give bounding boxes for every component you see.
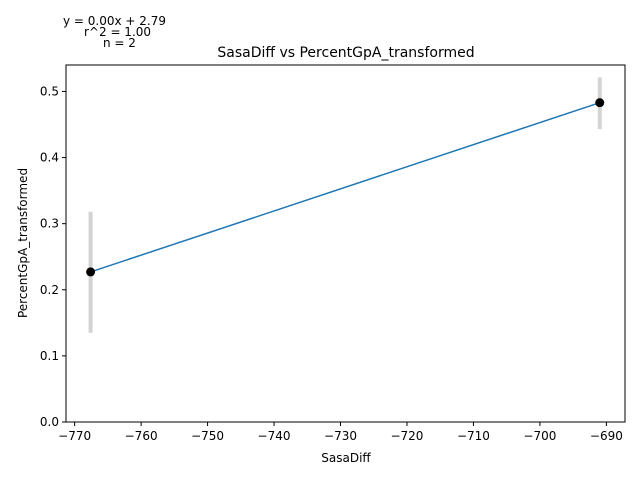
y-tick-label: 0.0 [40, 415, 59, 429]
fit-equation: y = 0.00x + 2.79 [63, 14, 166, 28]
y-axis: 0.0 0.1 0.2 0.3 0.4 0.5 [40, 84, 66, 429]
plot-area [86, 77, 605, 333]
data-point-1 [86, 267, 96, 277]
y-tick-label: 0.2 [40, 283, 59, 297]
fit-n: n = 2 [103, 36, 136, 50]
x-tick-label: −740 [258, 429, 291, 443]
x-tick-label: −720 [390, 429, 423, 443]
y-tick-label: 0.1 [40, 349, 59, 363]
data-point-2 [595, 98, 605, 108]
y-tick-label: 0.3 [40, 217, 59, 231]
x-tick-label: −690 [590, 429, 623, 443]
x-tick-label: −710 [457, 429, 490, 443]
x-tick-label: −770 [58, 429, 91, 443]
x-tick-label: −730 [324, 429, 357, 443]
x-tick-label: −750 [191, 429, 224, 443]
y-tick-label: 0.4 [40, 151, 59, 165]
plot-frame [65, 64, 626, 423]
x-axis: −770 −760 −750 −740 −730 −720 −710 −700 −690 [58, 422, 623, 443]
y-axis-label: PercentGpA_transformed [16, 168, 30, 318]
chart-title: SasaDiff vs PercentGpA_transformed [217, 45, 474, 61]
y-tick-label: 0.5 [40, 84, 59, 98]
x-axis-label: SasaDiff [321, 451, 371, 465]
fit-r-squared: r^2 = 1.00 [84, 25, 151, 39]
x-tick-label: −760 [125, 429, 158, 443]
regression-line [90, 101, 600, 273]
x-tick-label: −700 [523, 429, 556, 443]
